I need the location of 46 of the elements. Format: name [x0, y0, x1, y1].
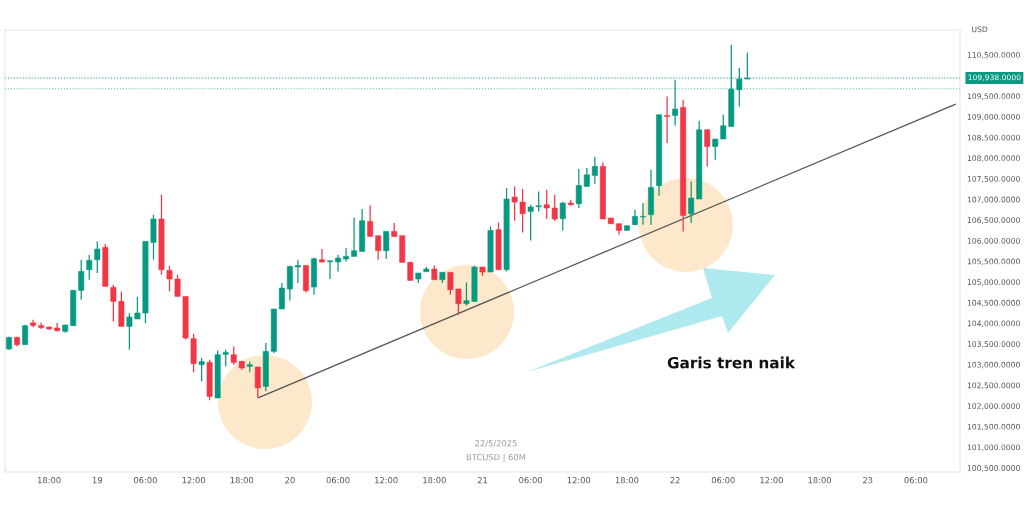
- candlestick: [335, 254, 341, 273]
- candlestick: [575, 168, 582, 209]
- x-tick-label: 18:00: [38, 477, 61, 484]
- candlestick: [375, 235, 382, 261]
- candlestick: [294, 259, 301, 284]
- x-tick-label: 23: [863, 477, 873, 484]
- candlestick: [94, 240, 101, 274]
- x-tick-label: 06:00: [711, 477, 735, 484]
- candlestick: [383, 230, 390, 260]
- candlestick: [327, 260, 333, 280]
- candlestick: [286, 265, 293, 302]
- x-tick-label: 12:00: [567, 477, 591, 484]
- x-tick-label: 21: [477, 477, 488, 484]
- x-tick-label: 12:00: [375, 477, 398, 484]
- candlestick: [278, 282, 285, 310]
- candlestick: [688, 180, 695, 224]
- annotation: BTCUSD | 60M: [466, 453, 526, 463]
- x-tick-label: 22: [670, 477, 680, 484]
- x-tick-label: 18:00: [423, 477, 446, 484]
- x-tick-label: 20: [285, 477, 295, 484]
- x-tick-label: 19: [92, 477, 103, 484]
- x-tick-label: 06:00: [519, 477, 543, 484]
- candlestick: [86, 254, 93, 281]
- x-tick-label: 18:00: [615, 477, 639, 484]
- candlestick: [343, 247, 349, 263]
- x-tick-label: 18:00: [230, 477, 254, 484]
- x-tick-label: 12:00: [182, 477, 206, 484]
- candlestick: [198, 357, 205, 382]
- candlestick: [704, 129, 711, 168]
- candlestick: [664, 95, 671, 144]
- annotation: 22/5/2025: [475, 440, 517, 448]
- candlestick: [367, 204, 374, 238]
- x-tick-label: 18:00: [808, 477, 832, 484]
- candlestick: [38, 321, 45, 330]
- candlestick: [254, 366, 261, 399]
- candlestick: [591, 156, 598, 185]
- annotation: Garis tren naik: [667, 356, 796, 369]
- candlestick: [351, 216, 358, 257]
- x-tick-label: 06:00: [133, 477, 157, 484]
- x-tick-label: 06:00: [326, 477, 350, 484]
- x-tick-label: 06:00: [904, 477, 928, 484]
- candlestick: [640, 202, 646, 226]
- candlestick: [583, 167, 590, 188]
- candlestick: [559, 201, 566, 232]
- x-tick-label: 12:00: [760, 477, 783, 484]
- candlestick: [319, 248, 325, 264]
